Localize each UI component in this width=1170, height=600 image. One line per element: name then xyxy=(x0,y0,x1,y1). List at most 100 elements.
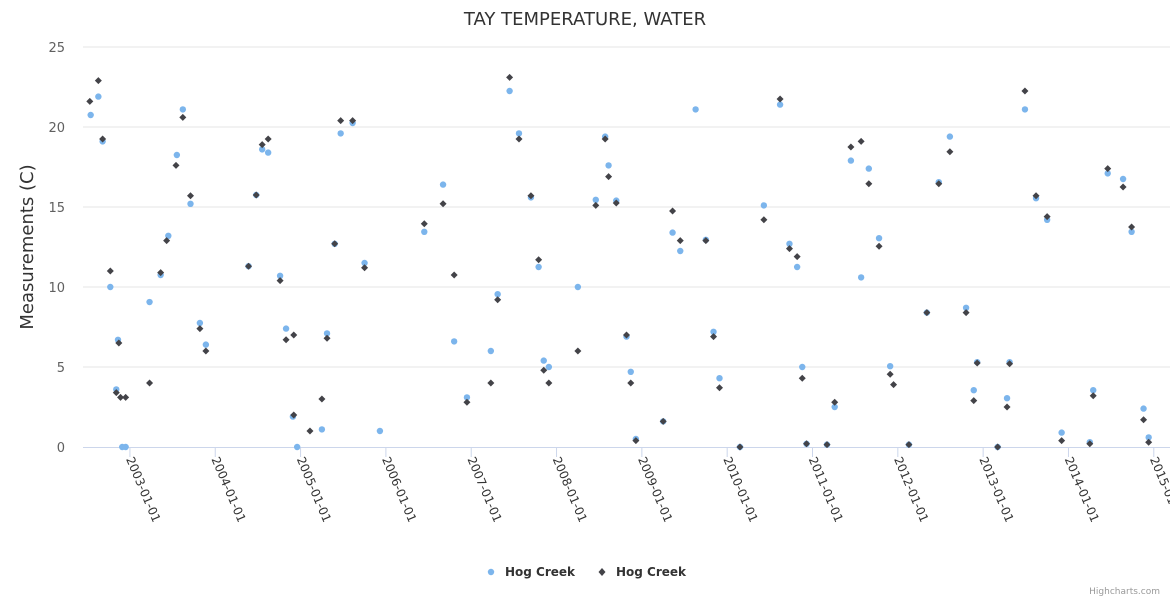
data-point-series-2[interactable] xyxy=(172,161,180,169)
data-point-series-1[interactable] xyxy=(605,162,612,169)
data-point-series-2[interactable] xyxy=(776,95,784,103)
data-point-series-2[interactable] xyxy=(1021,87,1029,95)
data-point-series-2[interactable] xyxy=(1003,403,1011,411)
data-point-series-1[interactable] xyxy=(282,325,290,332)
data-point-series-2[interactable] xyxy=(487,379,495,387)
data-point-series-2[interactable] xyxy=(202,347,210,355)
data-point-series-2[interactable] xyxy=(179,113,187,121)
data-point-series-2[interactable] xyxy=(736,443,744,451)
data-point-series-1[interactable] xyxy=(323,330,331,337)
data-point-series-2[interactable] xyxy=(331,240,339,248)
data-point-series-1[interactable] xyxy=(494,291,501,298)
data-point-series-2[interactable] xyxy=(112,389,120,397)
data-point-series-1[interactable] xyxy=(463,394,471,401)
data-point-series-1[interactable] xyxy=(545,363,553,371)
data-point-series-2[interactable] xyxy=(574,347,582,355)
data-point-series-1[interactable] xyxy=(627,368,634,375)
data-point-series-2[interactable] xyxy=(865,180,873,188)
data-point-series-2[interactable] xyxy=(970,397,978,405)
data-point-series-1[interactable] xyxy=(173,151,181,159)
data-point-series-1[interactable] xyxy=(1003,395,1011,402)
data-point-series-2[interactable] xyxy=(115,339,123,347)
data-point-series-2[interactable] xyxy=(245,262,253,270)
data-point-series-1[interactable] xyxy=(786,240,793,247)
data-point-series-2[interactable] xyxy=(450,271,458,279)
data-point-series-2[interactable] xyxy=(847,143,855,151)
data-point-series-2[interactable] xyxy=(1145,438,1153,446)
data-point-series-1[interactable] xyxy=(962,304,970,311)
data-point-series-1[interactable] xyxy=(276,272,284,279)
data-point-series-2[interactable] xyxy=(157,269,165,277)
data-point-series-2[interactable] xyxy=(99,135,107,143)
legend-item-series-2[interactable]: Hog Creek xyxy=(598,565,688,579)
data-point-series-2[interactable] xyxy=(290,331,298,339)
data-point-series-1[interactable] xyxy=(1140,405,1147,412)
data-point-series-2[interactable] xyxy=(760,216,768,224)
data-point-series-2[interactable] xyxy=(890,381,898,389)
data-point-series-1[interactable] xyxy=(1021,106,1029,113)
data-point-series-1[interactable] xyxy=(258,146,266,153)
data-point-series-2[interactable] xyxy=(875,242,883,250)
data-point-series-2[interactable] xyxy=(1140,416,1148,424)
data-point-series-1[interactable] xyxy=(1119,175,1127,183)
data-point-series-2[interactable] xyxy=(258,141,266,149)
data-point-series-2[interactable] xyxy=(252,191,260,199)
data-point-series-1[interactable] xyxy=(760,202,768,209)
data-point-series-1[interactable] xyxy=(1145,434,1152,441)
data-point-series-1[interactable] xyxy=(376,427,384,435)
data-point-series-2[interactable] xyxy=(535,256,543,264)
data-point-series-2[interactable] xyxy=(994,443,1002,451)
data-point-series-1[interactable] xyxy=(264,149,272,156)
data-point-series-2[interactable] xyxy=(306,427,314,435)
data-point-series-2[interactable] xyxy=(601,135,609,143)
data-point-series-2[interactable] xyxy=(439,200,447,208)
data-point-series-2[interactable] xyxy=(290,411,298,419)
data-point-series-2[interactable] xyxy=(420,220,428,228)
data-point-series-1[interactable] xyxy=(776,101,784,108)
data-point-series-2[interactable] xyxy=(831,398,839,406)
data-point-series-2[interactable] xyxy=(785,245,793,253)
data-point-series-2[interactable] xyxy=(946,148,954,156)
data-point-series-1[interactable] xyxy=(970,387,977,394)
data-point-series-2[interactable] xyxy=(973,359,981,367)
data-point-series-2[interactable] xyxy=(627,379,635,387)
data-point-series-1[interactable] xyxy=(793,263,801,271)
data-point-series-2[interactable] xyxy=(187,192,195,200)
data-point-series-2[interactable] xyxy=(117,393,125,401)
data-point-series-2[interactable] xyxy=(463,398,471,406)
data-point-series-1[interactable] xyxy=(293,443,301,451)
data-point-series-2[interactable] xyxy=(659,417,667,425)
data-point-series-1[interactable] xyxy=(515,130,523,137)
data-point-series-2[interactable] xyxy=(323,334,331,342)
data-point-series-1[interactable] xyxy=(831,403,838,411)
data-point-series-1[interactable] xyxy=(187,200,194,207)
data-point-series-2[interactable] xyxy=(962,309,970,317)
data-point-series-2[interactable] xyxy=(632,437,640,445)
data-point-series-1[interactable] xyxy=(886,363,894,370)
data-point-series-2[interactable] xyxy=(318,395,326,403)
data-point-series-1[interactable] xyxy=(592,196,599,203)
data-point-series-2[interactable] xyxy=(282,336,290,344)
legend-item-series-1[interactable]: Hog Creek xyxy=(487,565,576,579)
data-point-series-2[interactable] xyxy=(923,309,931,317)
data-point-series-2[interactable] xyxy=(337,117,345,125)
data-point-series-2[interactable] xyxy=(905,441,913,449)
data-point-series-2[interactable] xyxy=(710,333,718,341)
data-point-series-1[interactable] xyxy=(799,363,806,371)
data-point-series-1[interactable] xyxy=(677,247,684,255)
data-point-series-2[interactable] xyxy=(540,366,548,374)
data-point-series-1[interactable] xyxy=(540,357,547,364)
data-point-series-2[interactable] xyxy=(196,325,204,333)
data-point-series-1[interactable] xyxy=(535,263,542,271)
credits-link[interactable]: Highcharts.com xyxy=(1089,587,1160,597)
data-point-series-1[interactable] xyxy=(122,443,129,451)
data-point-series-2[interactable] xyxy=(935,180,943,188)
data-point-series-1[interactable] xyxy=(361,259,368,267)
data-point-series-2[interactable] xyxy=(86,97,94,105)
data-point-series-2[interactable] xyxy=(857,137,865,145)
data-point-series-1[interactable] xyxy=(337,130,344,137)
data-point-series-2[interactable] xyxy=(798,374,806,382)
data-point-series-2[interactable] xyxy=(1128,223,1136,231)
data-point-series-2[interactable] xyxy=(592,201,600,209)
data-point-series-1[interactable] xyxy=(146,298,153,306)
